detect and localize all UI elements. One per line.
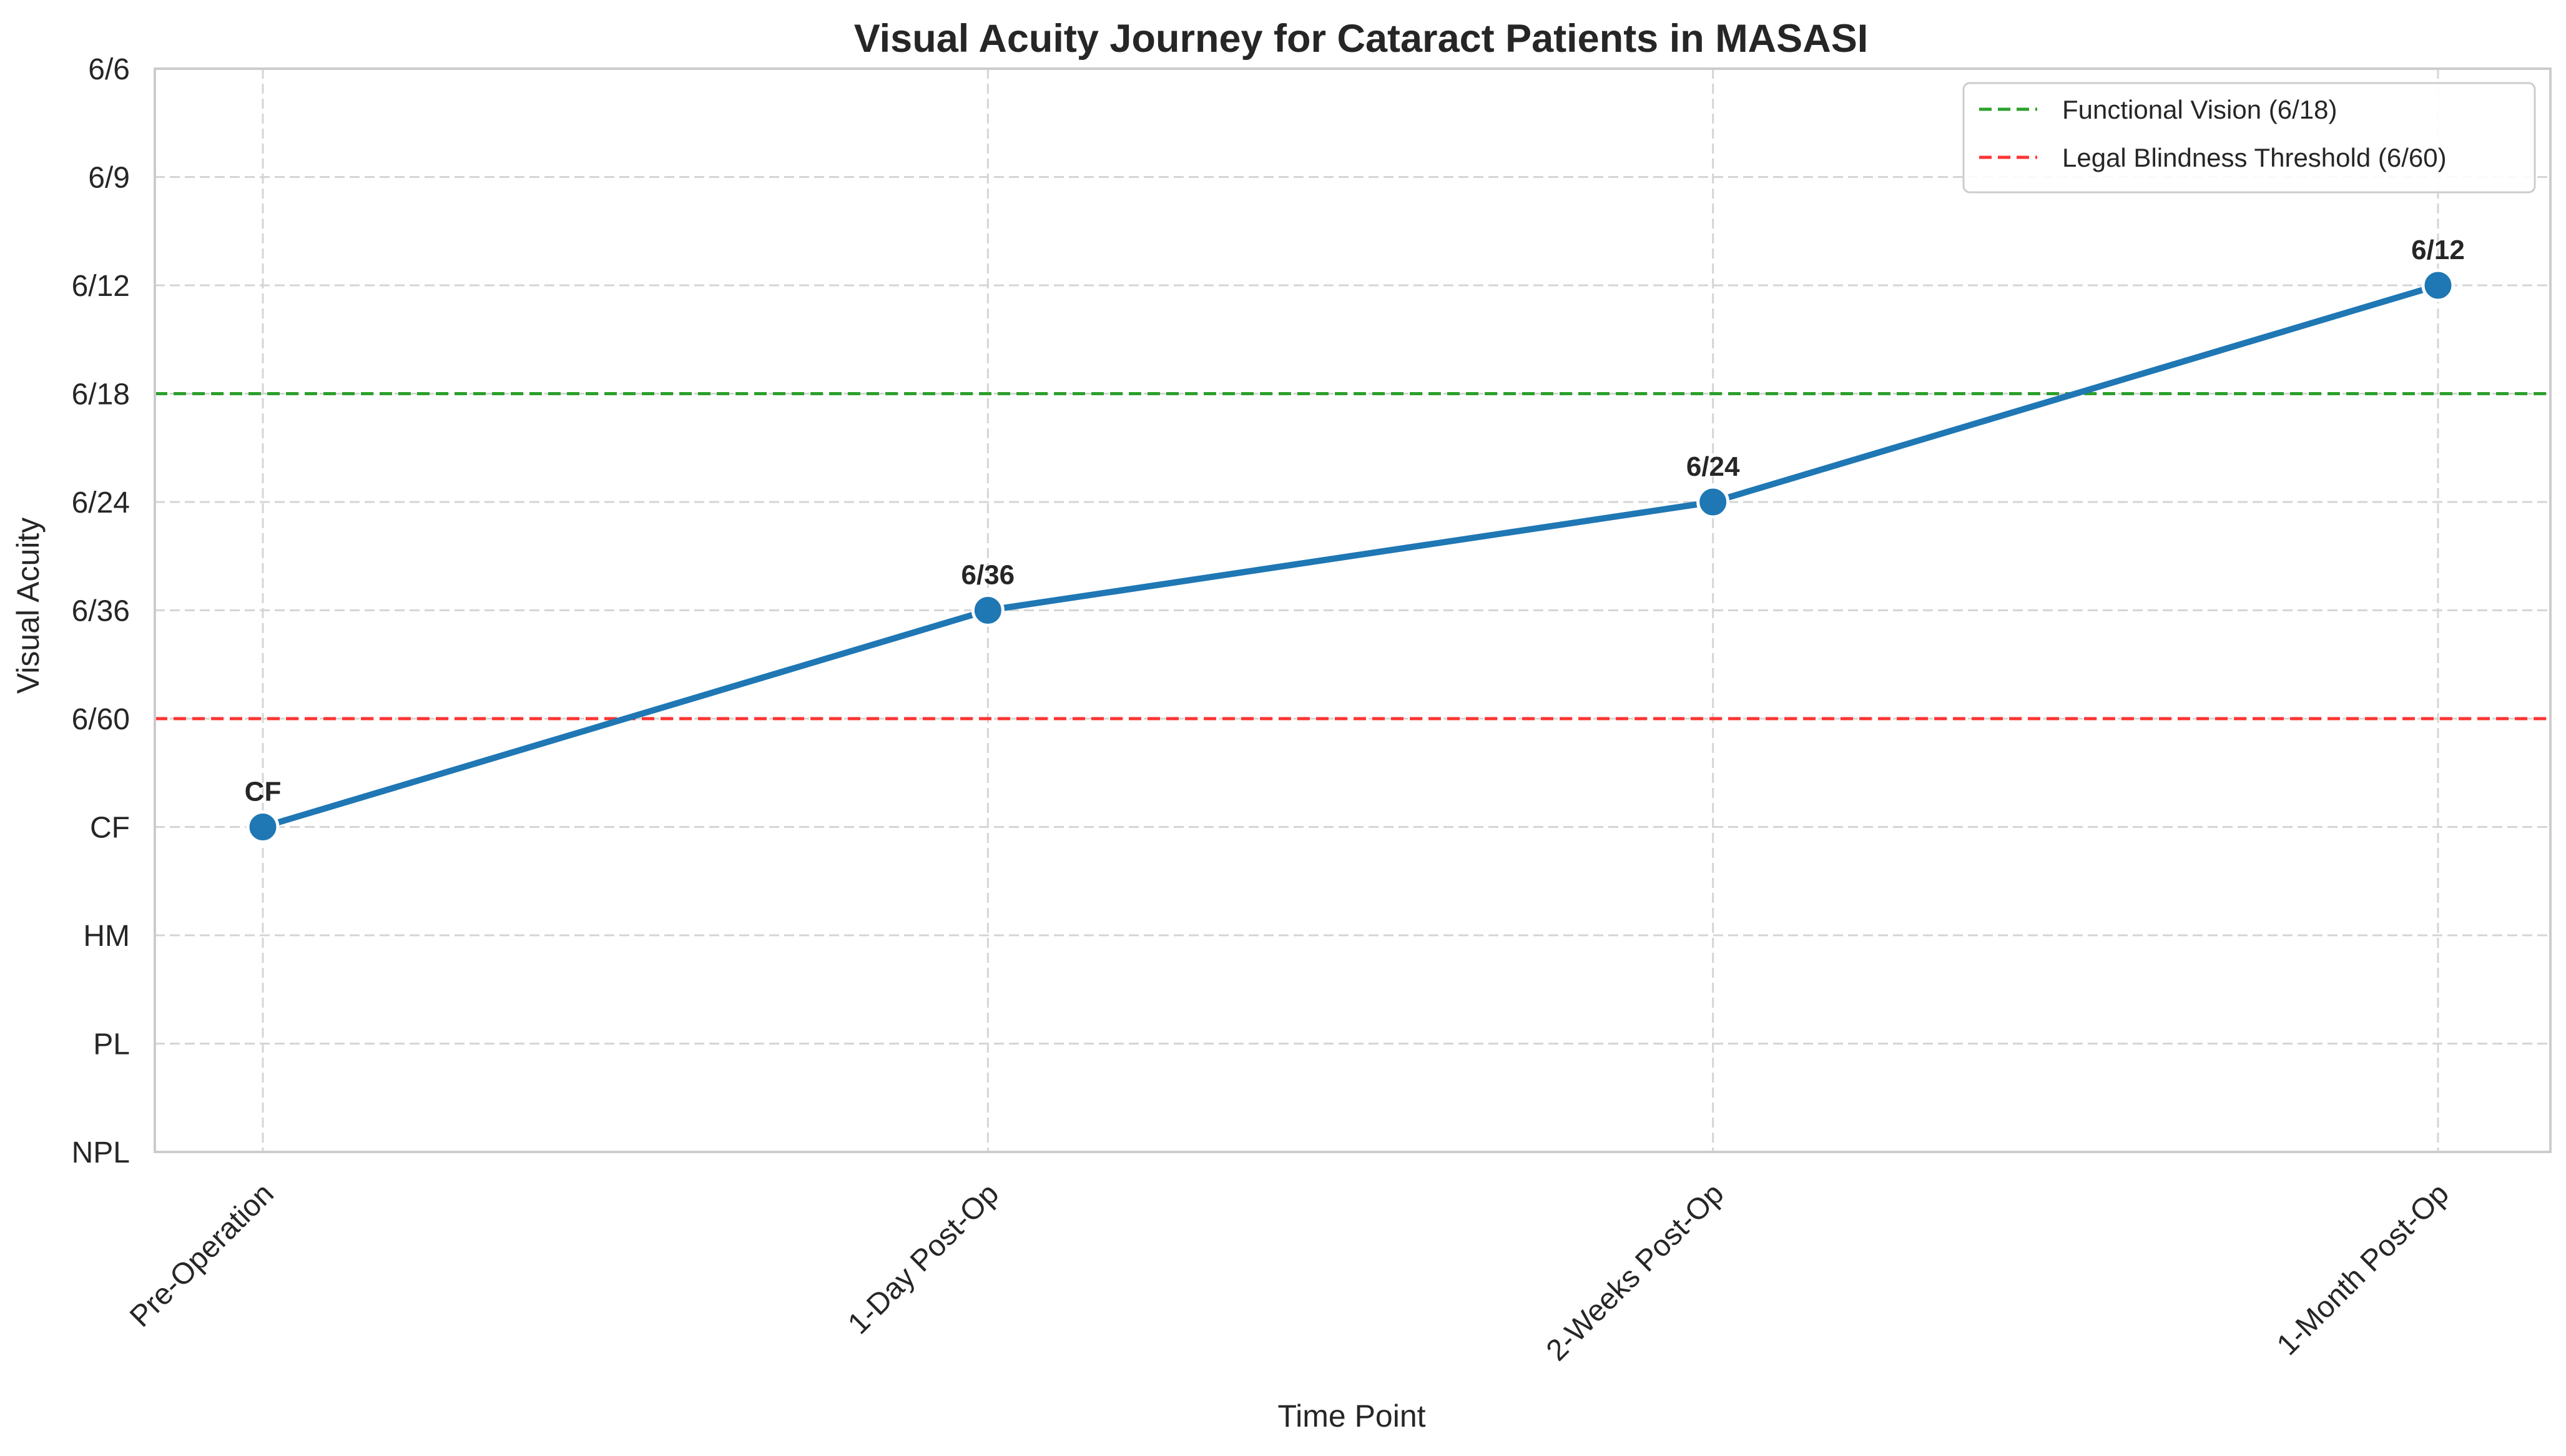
y-tick-label: 6/24 <box>72 486 130 519</box>
data-label: 6/36 <box>961 560 1015 591</box>
y-tick-label: 6/9 <box>88 162 130 195</box>
legend: Functional Vision (6/18) Legal Blindness … <box>1962 82 2536 194</box>
y-axis-label: Visual Acuity <box>11 518 46 694</box>
y-tick-label: HM <box>83 920 130 953</box>
chart-title: Visual Acuity Journey for Cataract Patie… <box>854 17 1868 61</box>
y-tick-labels: NPL PL HM CF 6/60 6/36 6/24 6/18 6/12 6/9 6/6 <box>72 53 130 1169</box>
y-tick-label: NPL <box>72 1136 130 1169</box>
y-tick-label: CF <box>90 812 130 845</box>
data-point <box>246 810 280 844</box>
data-point <box>2421 268 2455 302</box>
data-label: 6/24 <box>1686 451 1740 482</box>
data-label: 6/12 <box>2411 235 2465 265</box>
series-line <box>260 282 2441 830</box>
y-tick-label: 6/60 <box>72 703 130 736</box>
data-point <box>971 594 1005 627</box>
y-tick-label: 6/12 <box>72 270 130 303</box>
y-tick-label: 6/18 <box>72 378 130 411</box>
y-tick-label: PL <box>93 1028 130 1061</box>
reference-lines <box>155 392 2550 721</box>
legend-box <box>1962 82 2536 194</box>
legend-label: Legal Blindness Threshold (6/60) <box>2062 143 2447 172</box>
y-tick-label: 6/36 <box>72 595 130 628</box>
legend-label: Functional Vision (6/18) <box>2062 95 2337 124</box>
data-point <box>1696 485 1730 519</box>
series: CF 6/36 6/24 6/12 <box>245 235 2465 844</box>
plot-frame <box>154 67 2552 1153</box>
x-axis-label: Time Point <box>1277 1399 1425 1434</box>
y-tick-label: 6/6 <box>88 53 130 86</box>
data-label: CF <box>245 777 282 807</box>
